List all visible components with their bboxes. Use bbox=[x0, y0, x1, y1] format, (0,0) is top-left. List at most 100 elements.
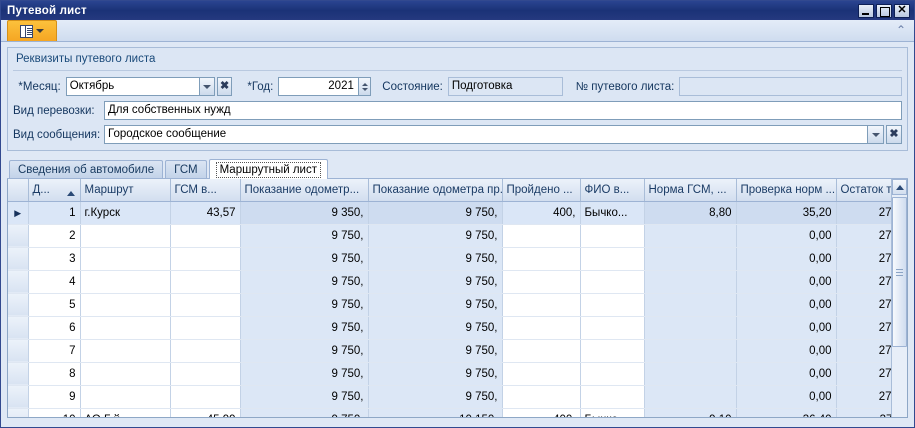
month-input[interactable]: Октябрь bbox=[65, 77, 200, 96]
table-cell[interactable]: 9 750, bbox=[368, 385, 503, 409]
table-cell[interactable]: 9 350, bbox=[240, 201, 369, 225]
table-cell[interactable]: 400, bbox=[502, 201, 581, 225]
table-cell[interactable]: 9 750, bbox=[368, 224, 503, 248]
table-cell[interactable] bbox=[580, 293, 645, 317]
table-cell[interactable]: 9 bbox=[28, 385, 81, 409]
row-selector-cell[interactable] bbox=[8, 247, 29, 271]
table-cell[interactable] bbox=[80, 224, 171, 248]
table-cell[interactable] bbox=[170, 270, 241, 294]
table-cell[interactable] bbox=[580, 339, 645, 363]
close-icon[interactable]: ✕ bbox=[894, 3, 910, 18]
table-cell[interactable] bbox=[170, 316, 241, 340]
table-cell[interactable] bbox=[170, 247, 241, 271]
table-row[interactable]: 10АО Г й45,999 750,10 150,400,Бычко...9,… bbox=[8, 408, 891, 417]
table-cell[interactable]: 0,00 bbox=[736, 224, 837, 248]
table-cell[interactable]: 0,00 bbox=[736, 339, 837, 363]
col-header-driver[interactable]: ФИО в... bbox=[580, 179, 645, 202]
year-input[interactable]: 2021 bbox=[278, 77, 359, 96]
table-cell[interactable]: 27,52 bbox=[836, 293, 891, 317]
table-cell[interactable]: 9,10 bbox=[644, 408, 737, 417]
row-selector-cell[interactable] bbox=[8, 293, 29, 317]
minimize-icon[interactable] bbox=[858, 3, 874, 18]
col-header-fuel-in[interactable]: ГСМ в... bbox=[170, 179, 241, 202]
table-cell[interactable]: 9 750, bbox=[240, 316, 369, 340]
table-cell[interactable] bbox=[580, 316, 645, 340]
month-clear-button[interactable]: ✖ bbox=[216, 77, 233, 96]
table-cell[interactable]: 0,00 bbox=[736, 247, 837, 271]
table-cell[interactable]: 27,52 bbox=[836, 362, 891, 386]
table-cell[interactable]: 27,52 bbox=[836, 224, 891, 248]
table-cell[interactable]: 0,00 bbox=[736, 270, 837, 294]
table-cell[interactable]: 9 750, bbox=[240, 224, 369, 248]
table-cell[interactable]: 37,11 bbox=[836, 408, 891, 417]
table-cell[interactable] bbox=[80, 362, 171, 386]
table-cell[interactable]: Бычко... bbox=[580, 408, 645, 417]
table-cell[interactable] bbox=[502, 247, 581, 271]
table-cell[interactable]: 9 750, bbox=[368, 293, 503, 317]
table-cell[interactable] bbox=[644, 362, 737, 386]
table-cell[interactable] bbox=[580, 270, 645, 294]
table-cell[interactable]: 4 bbox=[28, 270, 81, 294]
table-cell[interactable] bbox=[644, 339, 737, 363]
table-cell[interactable] bbox=[644, 270, 737, 294]
table-cell[interactable]: 27,52 bbox=[836, 339, 891, 363]
table-cell[interactable] bbox=[644, 247, 737, 271]
main-menu-button[interactable] bbox=[7, 20, 57, 41]
table-cell[interactable]: 9 750, bbox=[368, 339, 503, 363]
table-cell[interactable] bbox=[80, 339, 171, 363]
table-cell[interactable] bbox=[170, 362, 241, 386]
message-type-dropdown-button[interactable] bbox=[868, 125, 884, 144]
table-cell[interactable] bbox=[644, 385, 737, 409]
table-cell[interactable] bbox=[502, 270, 581, 294]
tab-vehicle-info[interactable]: Сведения об автомобиле bbox=[9, 160, 164, 178]
table-cell[interactable] bbox=[502, 385, 581, 409]
row-selector-cell[interactable] bbox=[8, 408, 29, 417]
scrollbar-thumb[interactable] bbox=[892, 197, 907, 347]
table-cell[interactable]: 6 bbox=[28, 316, 81, 340]
table-cell[interactable] bbox=[170, 224, 241, 248]
table-cell[interactable]: 9 750, bbox=[240, 339, 369, 363]
row-selector-cell[interactable] bbox=[8, 224, 29, 248]
row-selector-cell[interactable] bbox=[8, 270, 29, 294]
vertical-scrollbar[interactable] bbox=[891, 179, 907, 417]
table-cell[interactable] bbox=[80, 385, 171, 409]
table-cell[interactable]: 3 bbox=[28, 247, 81, 271]
table-cell[interactable] bbox=[580, 247, 645, 271]
table-cell[interactable] bbox=[502, 293, 581, 317]
table-cell[interactable]: 9 750, bbox=[240, 270, 369, 294]
table-cell[interactable] bbox=[80, 293, 171, 317]
table-cell[interactable] bbox=[644, 316, 737, 340]
collapse-panel-icon[interactable]: ⌃ bbox=[895, 23, 906, 37]
table-cell[interactable]: 9 750, bbox=[240, 362, 369, 386]
col-header-fuel-balance[interactable]: Остаток то... bbox=[836, 179, 891, 202]
row-selector-cell[interactable]: ▶ bbox=[8, 201, 29, 225]
message-type-input[interactable]: Городское сообщение bbox=[104, 125, 868, 144]
table-cell[interactable]: 9 750, bbox=[368, 316, 503, 340]
table-cell[interactable] bbox=[644, 224, 737, 248]
table-cell[interactable] bbox=[80, 316, 171, 340]
table-cell[interactable]: 27,52 bbox=[836, 385, 891, 409]
col-header-fuel-norm[interactable]: Норма ГСМ, ... bbox=[644, 179, 737, 202]
col-header-distance[interactable]: Пройдено ... bbox=[502, 179, 581, 202]
table-cell[interactable] bbox=[502, 362, 581, 386]
table-cell[interactable] bbox=[80, 270, 171, 294]
table-cell[interactable]: 10 bbox=[28, 408, 81, 417]
col-header-odometer-end[interactable]: Показание одометра пр... bbox=[368, 179, 503, 202]
col-header-day[interactable]: Д... bbox=[28, 179, 81, 202]
row-selector-cell[interactable] bbox=[8, 362, 29, 386]
table-cell[interactable]: 9 750, bbox=[240, 408, 369, 417]
table-cell[interactable]: 0,00 bbox=[736, 362, 837, 386]
year-spinner[interactable] bbox=[358, 77, 372, 96]
table-cell[interactable]: 9 750, bbox=[368, 247, 503, 271]
table-cell[interactable]: 7 bbox=[28, 339, 81, 363]
table-cell[interactable]: 9 750, bbox=[368, 362, 503, 386]
scrollbar-track[interactable] bbox=[892, 195, 907, 417]
col-header-norm-check[interactable]: Проверка норм ... bbox=[736, 179, 837, 202]
table-cell[interactable]: 400, bbox=[502, 408, 581, 417]
table-cell[interactable]: 9 750, bbox=[368, 270, 503, 294]
table-cell[interactable]: 8 bbox=[28, 362, 81, 386]
